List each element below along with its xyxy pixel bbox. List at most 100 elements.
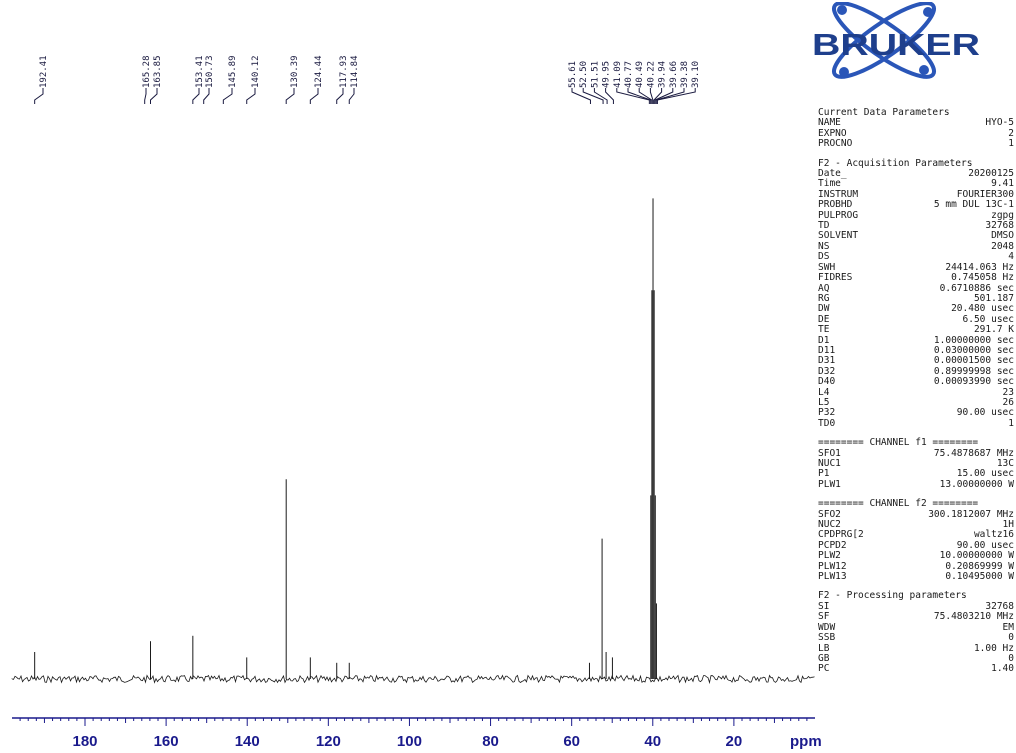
peak-leader-line xyxy=(222,88,233,104)
param-key: D1 xyxy=(818,334,830,346)
param-value: 26 xyxy=(1002,396,1014,408)
param-row: P32 90.00 usec xyxy=(818,407,1014,419)
param-key: GB xyxy=(818,652,830,664)
tick-label: 180 xyxy=(72,733,97,750)
peak-leader-line xyxy=(309,88,319,104)
param-key: Date_ xyxy=(818,168,847,180)
peak-label: 124.44 xyxy=(314,55,324,88)
peak-leader-line xyxy=(653,88,663,104)
bruker-logo: BRUKER xyxy=(812,1,1012,102)
param-key: SSB xyxy=(818,632,836,644)
param-value: 90.00 usec xyxy=(956,539,1014,551)
param-row: PULPROG zgpg xyxy=(818,209,1014,221)
peak-label: 39.10 xyxy=(691,61,701,88)
logo-text: BRUKER xyxy=(812,27,980,62)
peak-label: 49.95 xyxy=(602,61,612,88)
peak-leader-line xyxy=(336,88,344,104)
peak-label: 165.28 xyxy=(142,55,152,88)
param-row: PLW2 10.00000000 W xyxy=(818,550,1014,562)
param-value: 5 mm DUL 13C-1 xyxy=(933,199,1014,211)
param-row: PCPD2 90.00 usec xyxy=(818,539,1014,551)
param-key: DW xyxy=(818,303,830,315)
current-params-title: Current Data Parameters xyxy=(818,107,950,118)
peak-label: 145.89 xyxy=(228,55,238,88)
param-key: PULPROG xyxy=(818,209,859,221)
axis-unit-label: ppm xyxy=(790,733,822,750)
param-key: PC xyxy=(818,663,830,675)
param-row: PROCNO 1 xyxy=(818,138,1014,149)
acquisition-parameters-panel: Current Data Parameters NAME HYO-5 EXPNO 2 P… xyxy=(818,107,1014,675)
param-value: 0 xyxy=(1008,652,1014,664)
tick-label: 60 xyxy=(563,733,580,750)
param-row: L5 26 xyxy=(818,396,1014,408)
peak-label: 39.38 xyxy=(680,61,690,88)
param-key: LB xyxy=(818,642,830,654)
param-value: 291.7 K xyxy=(973,324,1014,336)
peak-leader-line xyxy=(203,88,210,104)
param-value: 1H xyxy=(1002,519,1014,531)
param-key: DE xyxy=(818,313,830,325)
param-key: TD xyxy=(818,220,830,232)
peak-leader-line xyxy=(246,88,256,104)
peak-label: 39.66 xyxy=(669,61,679,88)
peak-leader-line xyxy=(655,88,685,104)
param-row: NUC1 13C xyxy=(818,458,1014,469)
param-key: PLW1 xyxy=(818,478,841,490)
tick-label: 160 xyxy=(154,733,179,750)
param-key: P1 xyxy=(818,468,830,480)
param-value: 0.00001500 sec xyxy=(933,355,1014,367)
param-row: DE 6.50 usec xyxy=(818,313,1014,325)
param-value: 13C xyxy=(996,458,1014,469)
tick-label: 40 xyxy=(644,733,661,750)
param-value: 32768 xyxy=(985,600,1014,612)
param-key: DS xyxy=(818,251,830,263)
param-value: 501.187 xyxy=(973,292,1014,304)
param-row: TD 32768 xyxy=(818,220,1014,232)
peak-leader-line xyxy=(593,88,608,104)
peak-label: 114.84 xyxy=(350,55,360,88)
peak-label: 163.85 xyxy=(153,55,163,88)
tick-label: 140 xyxy=(235,733,260,750)
param-key: TE xyxy=(818,324,830,336)
channel-f2-list: SFO2 300.1812007 MHz NUC2 1H CPDPRG[2 waltz16… xyxy=(818,509,1014,583)
param-value: 90.00 usec xyxy=(956,407,1014,419)
param-row: L4 23 xyxy=(818,386,1014,398)
param-row: NAME HYO-5 xyxy=(818,117,1014,129)
param-key: TD0 xyxy=(818,417,836,429)
param-value: FOURIER300 xyxy=(956,188,1014,200)
param-row: D11 0.03000000 sec xyxy=(818,345,1014,356)
param-value: HYO-5 xyxy=(985,117,1014,129)
param-key: PLW2 xyxy=(818,550,841,562)
param-value: 0.6710886 sec xyxy=(939,282,1014,294)
param-row: PC 1.40 xyxy=(818,663,1014,675)
param-key: PCPD2 xyxy=(818,539,847,551)
param-value: 0.20869999 W xyxy=(945,560,1014,572)
peak-leader-line xyxy=(192,88,200,104)
current-params-list: NAME HYO-5 EXPNO 2 PROCNO 1 xyxy=(818,117,1014,149)
param-key: D31 xyxy=(818,355,836,367)
param-key: NUC2 xyxy=(818,519,841,531)
channel-f1-title: ======== CHANNEL f1 ======== xyxy=(818,437,979,449)
peak-label-group: 192.41 165.28 163.85 153.41 150.73 145.89 140.… xyxy=(34,55,701,104)
param-row: DW 20.480 usec xyxy=(818,303,1014,315)
param-row: GB 0 xyxy=(818,652,1014,664)
peak-leader-line xyxy=(571,88,591,104)
param-key: SF xyxy=(818,611,830,623)
param-row: SSB 0 xyxy=(818,632,1014,644)
param-value: 1.40 xyxy=(991,663,1014,675)
param-value: 6.50 usec xyxy=(962,313,1014,325)
baseline-noise xyxy=(11,674,815,685)
peak-leader-line xyxy=(654,88,674,104)
param-value: 0 xyxy=(1008,632,1014,644)
peak-label: 117.93 xyxy=(339,55,349,88)
param-value: 0.745058 Hz xyxy=(951,272,1014,284)
param-key: PLW13 xyxy=(818,571,847,583)
peak-label: 40.22 xyxy=(646,61,656,88)
param-row: NUC2 1H xyxy=(818,519,1014,531)
tick-label: 100 xyxy=(397,733,422,750)
peak-leader-line xyxy=(605,88,614,104)
param-key: L4 xyxy=(818,386,830,398)
param-row: DS 4 xyxy=(818,251,1014,263)
param-value: 23 xyxy=(1002,386,1014,398)
param-value: 0.89999998 sec xyxy=(933,365,1014,377)
